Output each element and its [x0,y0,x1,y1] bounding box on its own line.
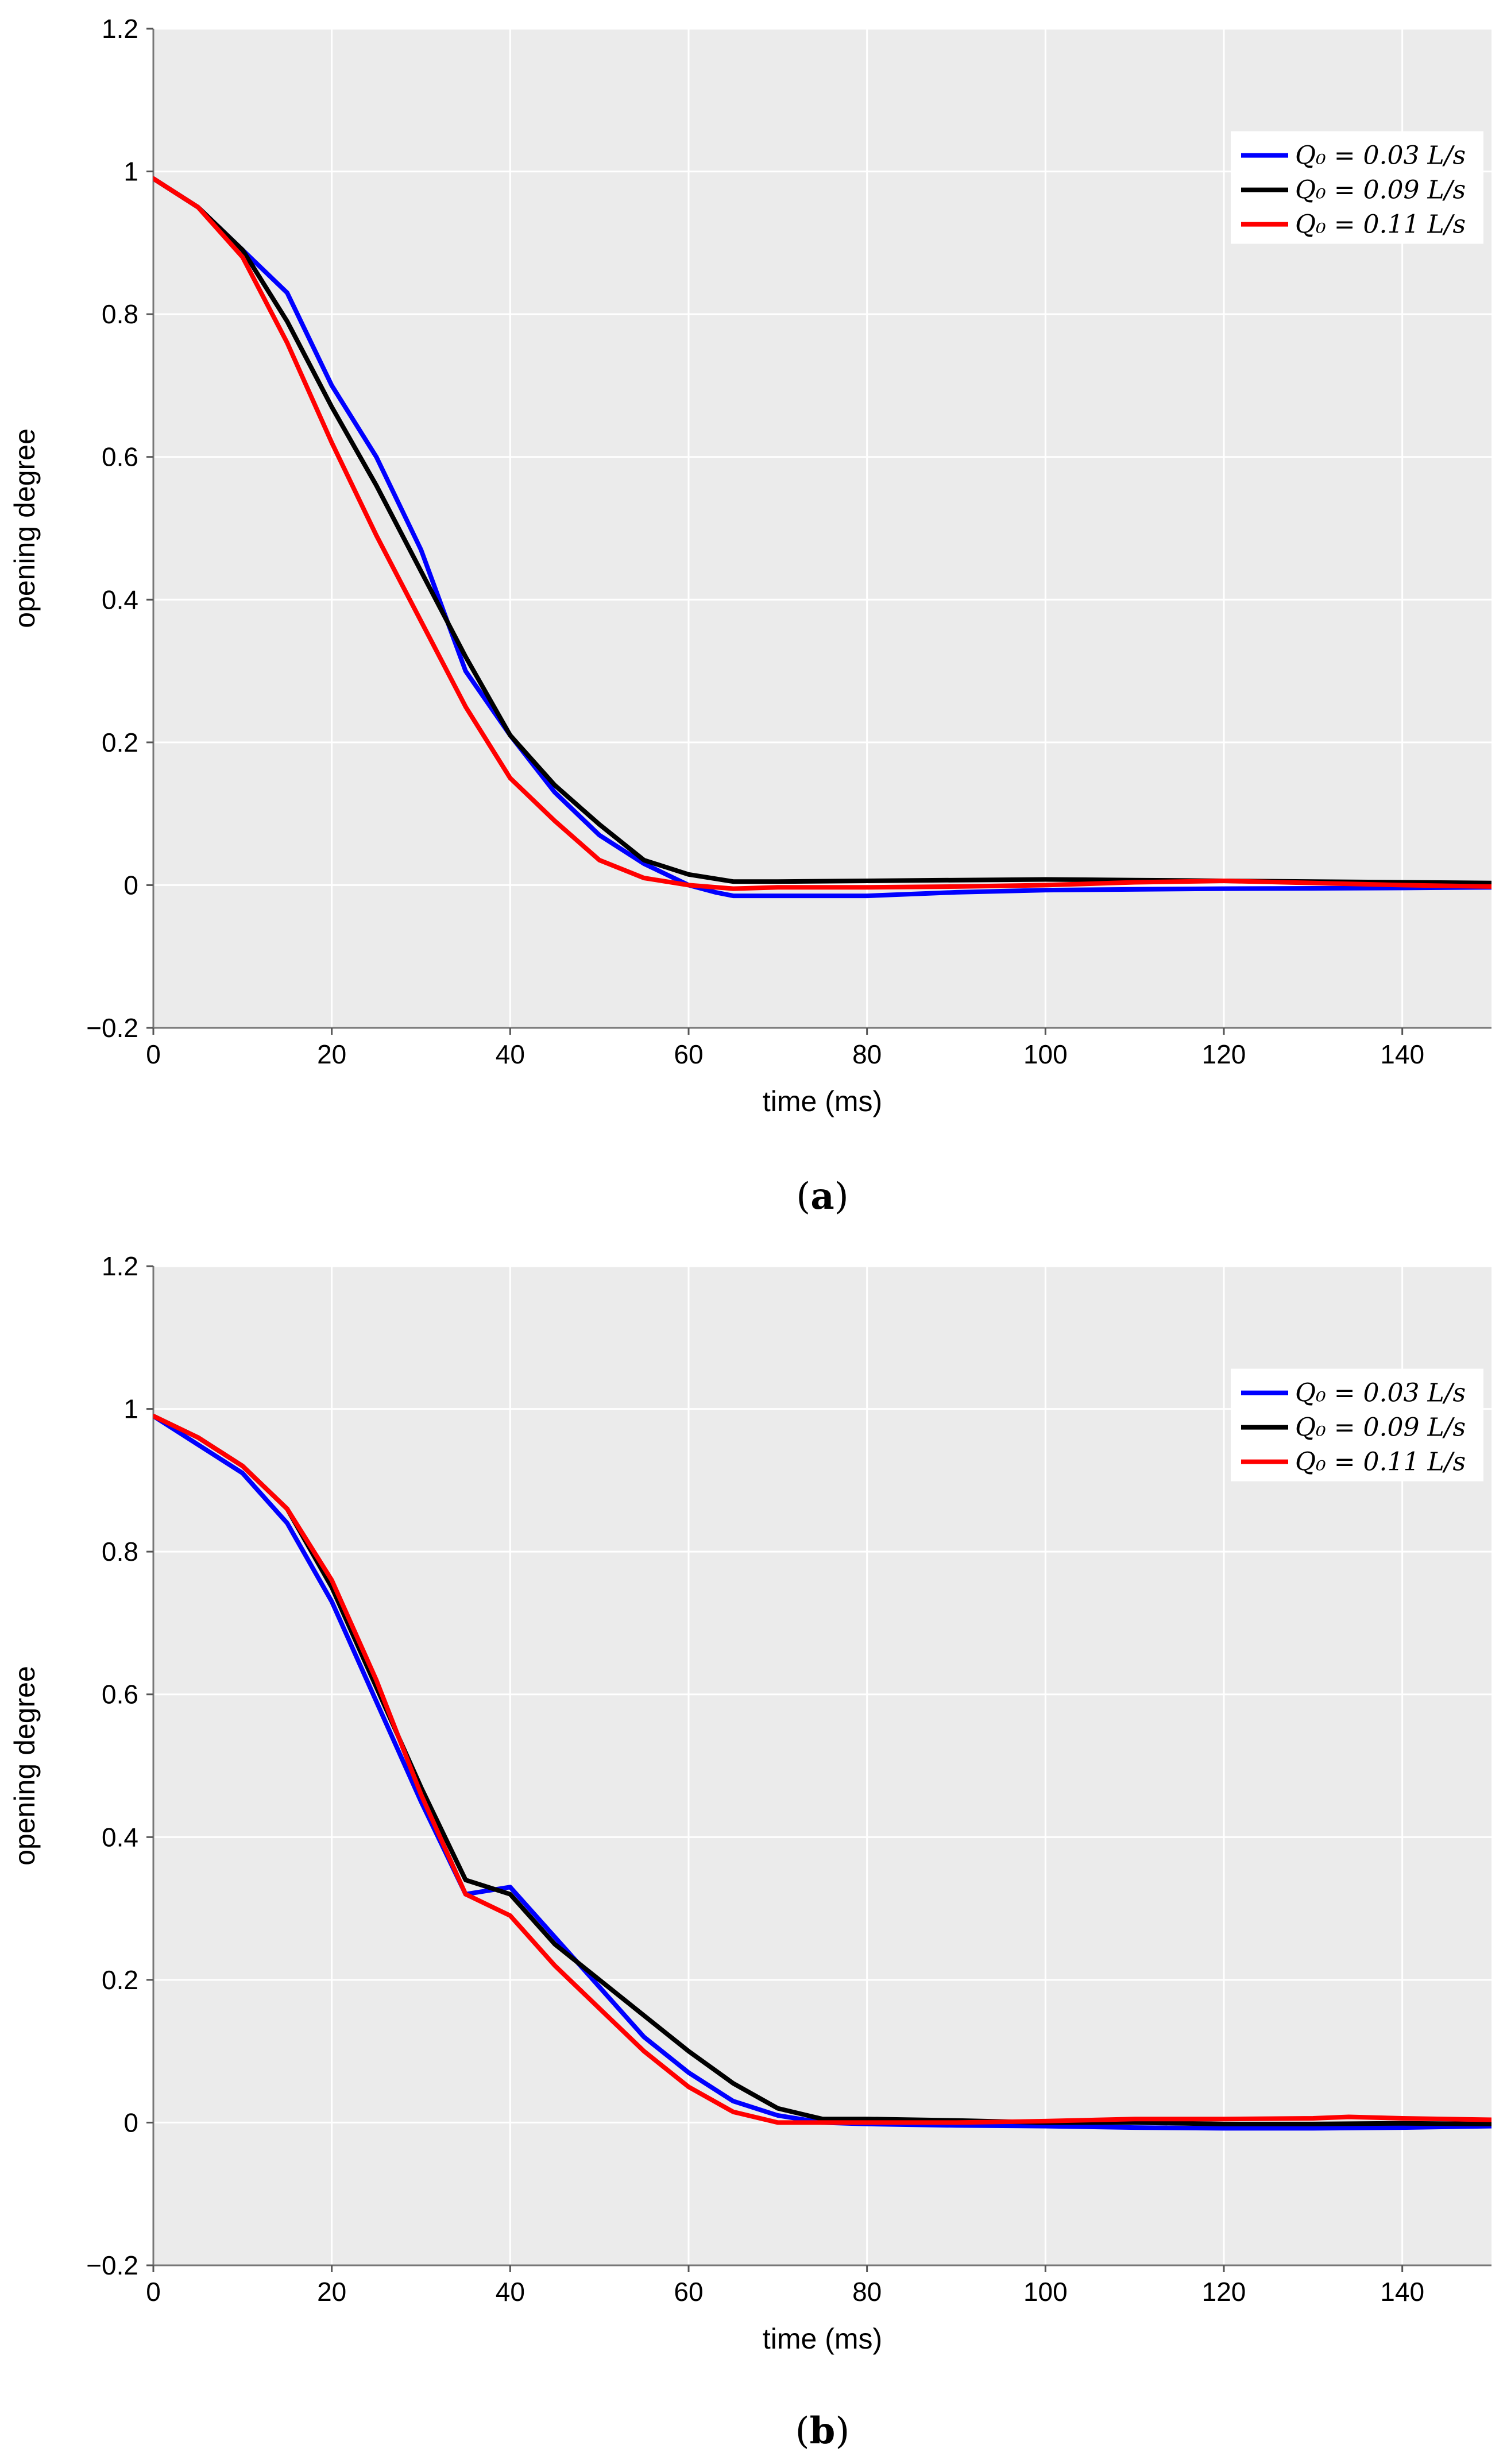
y-tick-label: 1.2 [102,1251,138,1281]
series-line-1 [153,176,1491,885]
y-tick-label: 0.4 [102,1822,138,1852]
y-tick-label: 0.8 [102,1537,138,1566]
y-tick-label: 0.6 [102,442,138,472]
x-tick-label: 60 [674,2277,703,2307]
x-tick-label: 120 [1202,2277,1246,2307]
series-line-0 [153,1414,1491,2131]
y-tick-label: 0 [123,870,138,900]
x-axis-title: time (ms) [763,2323,882,2355]
series-line-2 [153,176,1491,891]
y-tick-label: 0.2 [102,728,138,757]
panel-label: b [810,2409,836,2453]
x-tick-label: 80 [852,1039,882,1069]
y-tick-label: −0.2 [86,1013,138,1043]
y-tick-label: 1 [123,157,138,187]
x-tick-label: 140 [1380,1039,1424,1069]
x-tick-label: 20 [317,1039,346,1069]
x-tick-label: 40 [496,1039,525,1069]
y-axis-title: opening degree [9,1666,41,1866]
x-tick-label: 80 [852,2277,882,2307]
x-tick-label: 60 [674,1039,703,1069]
x-axis-title: time (ms) [763,1085,882,1117]
y-axis-title: opening degree [9,428,41,628]
y-tick-label: 0.4 [102,585,138,614]
panel-caption: (b) [795,2409,850,2453]
x-tick-label: 100 [1023,2277,1068,2307]
series-line-1 [153,1414,1491,2126]
series-line-0 [153,176,1491,899]
legend-label: Q₀ = 0.09 L/s [1295,176,1466,205]
legend: Q₀ = 0.03 L/s Q₀ = 0.09 L/s Q₀ = 0.11 L/s [1231,131,1483,244]
panel-label: a [810,1175,834,1218]
legend-label: Q₀ = 0.03 L/s [1295,1379,1466,1408]
legend-label: Q₀ = 0.09 L/s [1295,1413,1466,1442]
legend: Q₀ = 0.03 L/s Q₀ = 0.09 L/s Q₀ = 0.11 L/s [1231,1368,1483,1482]
chart-panel-b: 0 20 40 60 80 100 120 140 −0.2 0 0.2 0.4 0.6 0.8 1 1.2 t… [9,1251,1491,2453]
legend-label: Q₀ = 0.03 L/s [1295,141,1466,171]
series-line-2 [153,1414,1491,2125]
legend-label: Q₀ = 0.11 L/s [1295,210,1466,239]
x-tick-label: 0 [146,1039,161,1069]
panel-caption: (a) [796,1175,848,1218]
x-tick-label: 100 [1023,1039,1068,1069]
x-tick-label: 20 [317,2277,346,2307]
y-tick-label: 0.8 [102,299,138,329]
chart-panel-a: 0 20 40 60 80 100 120 140 −0.2 0 0.2 0.4 0.6 0.8 1 1.2 t… [9,14,1491,1218]
y-tick-label: 1.2 [102,14,138,44]
y-tick-label: 1 [123,1394,138,1424]
x-tick-label: 120 [1202,1039,1246,1069]
legend-label: Q₀ = 0.11 L/s [1295,1448,1466,1477]
x-tick-label: 40 [496,2277,525,2307]
y-tick-label: 0 [123,2107,138,2137]
x-tick-label: 0 [146,2277,161,2307]
y-tick-label: −0.2 [86,2250,138,2280]
y-tick-label: 0.2 [102,1965,138,1995]
y-tick-label: 0.6 [102,1680,138,1709]
x-tick-label: 140 [1380,2277,1424,2307]
